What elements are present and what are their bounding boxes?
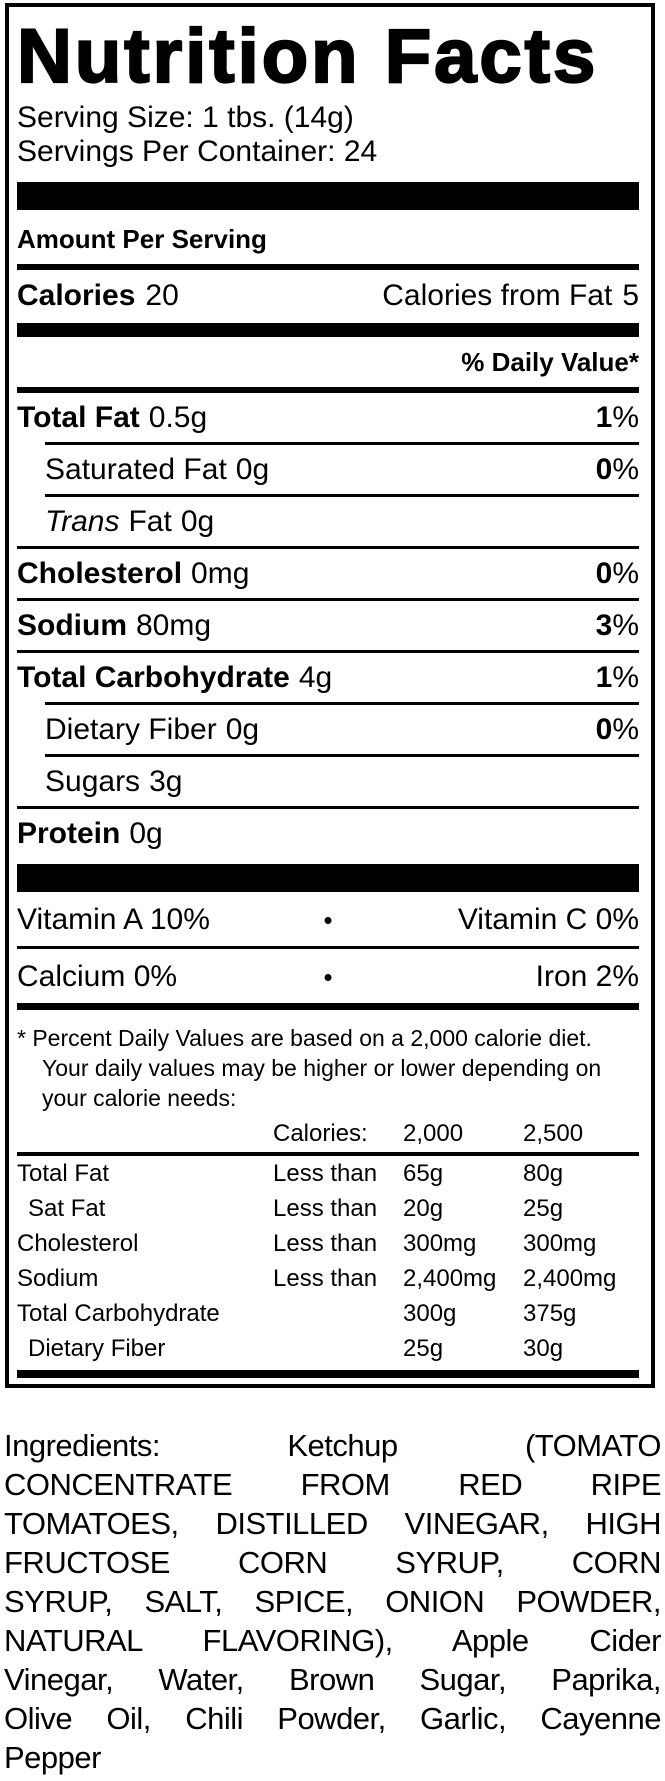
nutrient-amount: 0.5g <box>148 401 208 434</box>
ingredients-line: Pepper <box>4 1740 101 1775</box>
ingredients-line: NATURAL FLAVORING), Apple Cider <box>4 1623 662 1658</box>
nutrient-row-sodium: Sodium 80mg 3% <box>17 598 639 650</box>
iron-value: Iron 2% <box>535 960 640 993</box>
bullet-separator: • <box>323 962 333 992</box>
nutrient-dv: 0% <box>595 453 639 486</box>
dv-table-row: Sodium Less than 2,400mg 2,400mg <box>17 1265 617 1292</box>
medium-rule <box>17 1003 639 1010</box>
calories-value: 20 <box>145 279 179 312</box>
dv-table-row: Sat Fat Less than 20g 25g <box>28 1195 564 1222</box>
thick-divider-bottom <box>17 864 639 892</box>
nutrient-dv: 0% <box>595 713 639 746</box>
daily-value-footnote: * Percent Daily Values are based on a 2,… <box>17 1023 639 1113</box>
nutrient-label: Dietary Fiber <box>45 713 217 746</box>
medium-rule <box>17 387 639 393</box>
dv-table-row: Total Carbohydrate 300g 375g <box>17 1300 577 1327</box>
nutrition-facts-panel: Nutrition Facts Serving Size: 1 tbs. (14… <box>5 3 655 1388</box>
nutrient-label-italic: Trans <box>45 505 120 538</box>
nutrient-dv: 1% <box>595 661 639 694</box>
dv-table-header: Calories: 2,000 2,500 <box>17 1116 639 1156</box>
ingredients-text: Ingredients: Ketchup (TOMATO CONCENTRATE… <box>4 1426 662 1777</box>
calories-from-fat-value: 5 <box>622 279 639 312</box>
nutrient-label: Total Fat <box>17 401 140 434</box>
nutrient-amount: 4g <box>298 661 333 694</box>
calories-from-fat: Calories from Fat 5 <box>382 279 639 313</box>
nutrient-label: Cholesterol <box>17 557 183 590</box>
dv-table-row: Cholesterol Less than 300mg 300mg <box>17 1230 597 1257</box>
servings-per-container-line: Servings Per Container: 24 <box>17 135 378 168</box>
nutrient-dv: 0% <box>595 557 639 590</box>
nutrient-amount: 0g <box>225 713 260 746</box>
calories-row: Calories 20 Calories from Fat 5 <box>17 270 639 323</box>
vitamin-c-value: Vitamin C 0% <box>457 903 640 936</box>
medium-rule <box>17 264 639 270</box>
calcium-value: Calcium 0% <box>17 960 178 993</box>
ingredients-line: SYRUP, SALT, SPICE, ONION POWDER, <box>4 1584 662 1619</box>
nutrient-row-sugars: Sugars 3g <box>45 754 639 806</box>
calories-left: Calories 20 <box>17 279 179 313</box>
heavy-bottom-rule <box>17 1370 639 1378</box>
nutrient-label: Sugars <box>45 765 141 798</box>
nutrient-label: Sodium <box>17 609 127 642</box>
footnote-line: * Percent Daily Values are based on a 2,… <box>17 1025 592 1051</box>
ingredients-line: Olive Oil, Chili Powder, Garlic, Cayenne <box>4 1701 662 1736</box>
ingredients-line: FRUCTOSE CORN SYRUP, CORN <box>4 1545 662 1580</box>
vitamin-row-a-c: Vitamin A 10% • Vitamin C 0% <box>17 892 639 946</box>
nutrient-amount: 0g <box>235 453 270 486</box>
mid-divider <box>17 323 639 337</box>
nutrient-label: Protein <box>17 817 121 850</box>
nutrient-row-trans-fat: Trans Fat 0g <box>45 494 639 546</box>
dv-col-calories: Calories: <box>273 1120 368 1147</box>
ingredients-line: Ingredients: Ketchup (TOMATO <box>4 1428 662 1463</box>
nutrient-row-total-fat: Total Fat 0.5g 1% <box>17 393 639 442</box>
dv-col-2500: 2,500 <box>523 1120 584 1147</box>
daily-value-table: Calories: 2,000 2,500 Total Fat Less tha… <box>17 1116 639 1366</box>
panel-title: Nutrition Facts <box>16 13 599 99</box>
nutrient-amount: 0g <box>129 817 163 850</box>
nutrient-row-saturated-fat: Saturated Fat 0g 0% <box>45 442 639 494</box>
calories-label: Calories <box>17 279 136 312</box>
bullet-separator: • <box>323 905 333 935</box>
nutrient-row-cholesterol: Cholesterol 0mg 0% <box>17 546 639 598</box>
nutrient-dv: 1% <box>595 401 639 434</box>
nutrient-amount: 0g <box>180 505 215 538</box>
serving-size-line: Serving Size: 1 tbs. (14g) <box>17 101 354 134</box>
nutrient-row-total-carbohydrate: Total Carbohydrate 4g 1% <box>17 650 639 702</box>
nutrient-label: Fat <box>128 505 172 538</box>
ingredients-line: CONCENTRATE FROM RED RIPE <box>4 1467 662 1502</box>
thick-divider-top <box>17 182 639 210</box>
nutrient-dv: 3% <box>595 609 639 642</box>
calories-from-fat-label: Calories from Fat <box>382 279 613 312</box>
daily-value-header: % Daily Value* <box>461 347 639 377</box>
nutrient-amount: 0mg <box>191 557 250 590</box>
dv-table-row: Total Fat Less than 65g 80g <box>17 1160 564 1187</box>
nutrient-label: Saturated Fat <box>45 453 227 486</box>
footnote-line: Your daily values may be higher or lower… <box>42 1055 602 1081</box>
ingredients-line: TOMATOES, DISTILLED VINEGAR, HIGH <box>4 1506 662 1541</box>
ingredients-line: Vinegar, Water, Brown Sugar, Paprika, <box>4 1662 662 1697</box>
vitamin-row-calcium-iron: Calcium 0% • Iron 2% <box>17 946 639 1003</box>
dv-table-row: Dietary Fiber 25g 30g <box>28 1335 564 1362</box>
nutrient-row-protein: Protein 0g <box>17 806 639 858</box>
nutrient-row-dietary-fiber: Dietary Fiber 0g 0% <box>45 702 639 754</box>
vitamin-a-value: Vitamin A 10% <box>17 903 210 936</box>
nutrient-amount: 3g <box>149 765 183 798</box>
nutrient-amount: 80mg <box>136 609 212 642</box>
nutrient-label: Total Carbohydrate <box>17 661 290 694</box>
amount-per-serving-heading: Amount Per Serving <box>17 224 267 254</box>
dv-col-2000: 2,000 <box>403 1120 464 1147</box>
footnote-line: your calorie needs: <box>42 1085 237 1111</box>
